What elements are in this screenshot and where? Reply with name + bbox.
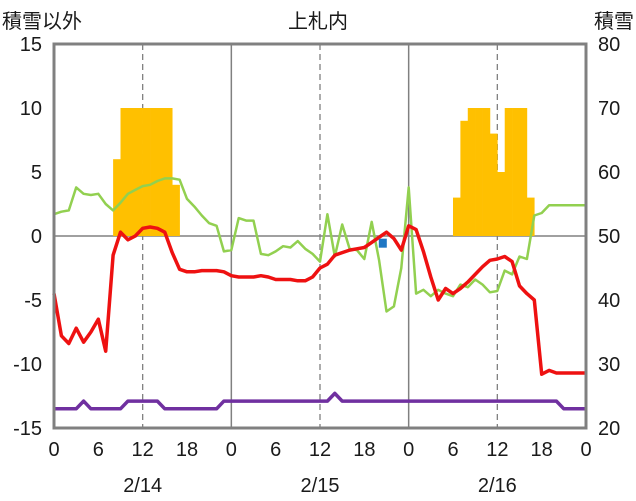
x-tick-label: 6 — [447, 439, 458, 461]
x-tick-label: 0 — [403, 439, 414, 461]
precip-bar — [504, 108, 513, 236]
precipitation-bars — [113, 108, 535, 236]
right-tick-label: 20 — [598, 418, 620, 440]
plot-frame — [52, 42, 588, 430]
date-label: 2/16 — [478, 475, 517, 497]
precip-bar — [172, 184, 180, 236]
precip-bar — [497, 172, 506, 236]
right-axis-ticks: 80 70 60 50 40 30 20 — [598, 34, 620, 440]
x-tick-label: 12 — [132, 439, 154, 461]
series-lines — [52, 177, 586, 411]
x-tick-label: 18 — [531, 439, 553, 461]
precip-bar — [127, 108, 136, 236]
series-line — [53, 177, 586, 313]
left-axis-title: 積雪以外 — [2, 10, 82, 33]
x-tick-label: 6 — [270, 439, 281, 461]
x-tick-label: 0 — [580, 439, 591, 461]
precip-bar — [467, 108, 476, 236]
date-labels: 2/14 2/15 2/16 — [123, 475, 517, 497]
left-tick-label: -15 — [13, 418, 42, 440]
precip-bar — [519, 108, 528, 236]
left-tick-label: 0 — [31, 226, 42, 248]
left-tick-label: -5 — [24, 290, 42, 312]
precip-bar — [164, 108, 173, 236]
precip-bar — [113, 159, 121, 236]
left-axis-ticks: 15 10 5 0 -5 -10 -15 — [13, 34, 42, 440]
right-tick-label: 40 — [598, 290, 620, 312]
precip-bar — [453, 197, 461, 236]
x-tick-label: 12 — [486, 439, 508, 461]
precip-bar — [120, 108, 129, 236]
x-tick-label: 18 — [176, 439, 198, 461]
series-line — [52, 224, 586, 376]
precip-bar — [512, 108, 520, 236]
date-label: 2/14 — [123, 475, 162, 497]
right-tick-label: 50 — [598, 226, 620, 248]
precip-bar — [157, 108, 166, 236]
x-tick-label: 0 — [226, 439, 237, 461]
x-axis-ticks: 0 6 12 18 0 6 12 18 0 6 12 18 0 — [48, 439, 591, 461]
left-tick-label: -10 — [13, 354, 42, 376]
precip-bar — [482, 108, 491, 236]
chart-title: 上札内 — [288, 10, 348, 33]
precip-bar — [526, 197, 535, 236]
right-tick-label: 70 — [598, 98, 620, 120]
precip-bar — [489, 133, 498, 236]
date-label: 2/15 — [301, 475, 340, 497]
precip-bar — [475, 108, 483, 236]
series-line — [54, 391, 586, 411]
x-tick-label: 18 — [353, 439, 375, 461]
x-tick-label: 12 — [309, 439, 331, 461]
precip-bar — [150, 108, 158, 236]
x-tick-label: 0 — [48, 439, 59, 461]
right-tick-label: 60 — [598, 162, 620, 184]
left-tick-label: 10 — [20, 98, 42, 120]
precip-bar — [135, 108, 143, 236]
left-tick-label: 5 — [31, 162, 42, 184]
right-tick-label: 30 — [598, 354, 620, 376]
precip-bar — [142, 108, 151, 236]
data-marker — [378, 238, 387, 248]
right-tick-label: 80 — [598, 34, 620, 56]
left-tick-label: 15 — [20, 34, 42, 56]
precip-bar — [460, 120, 469, 236]
x-tick-label: 6 — [93, 439, 104, 461]
right-axis-title: 積雪 — [594, 10, 634, 33]
